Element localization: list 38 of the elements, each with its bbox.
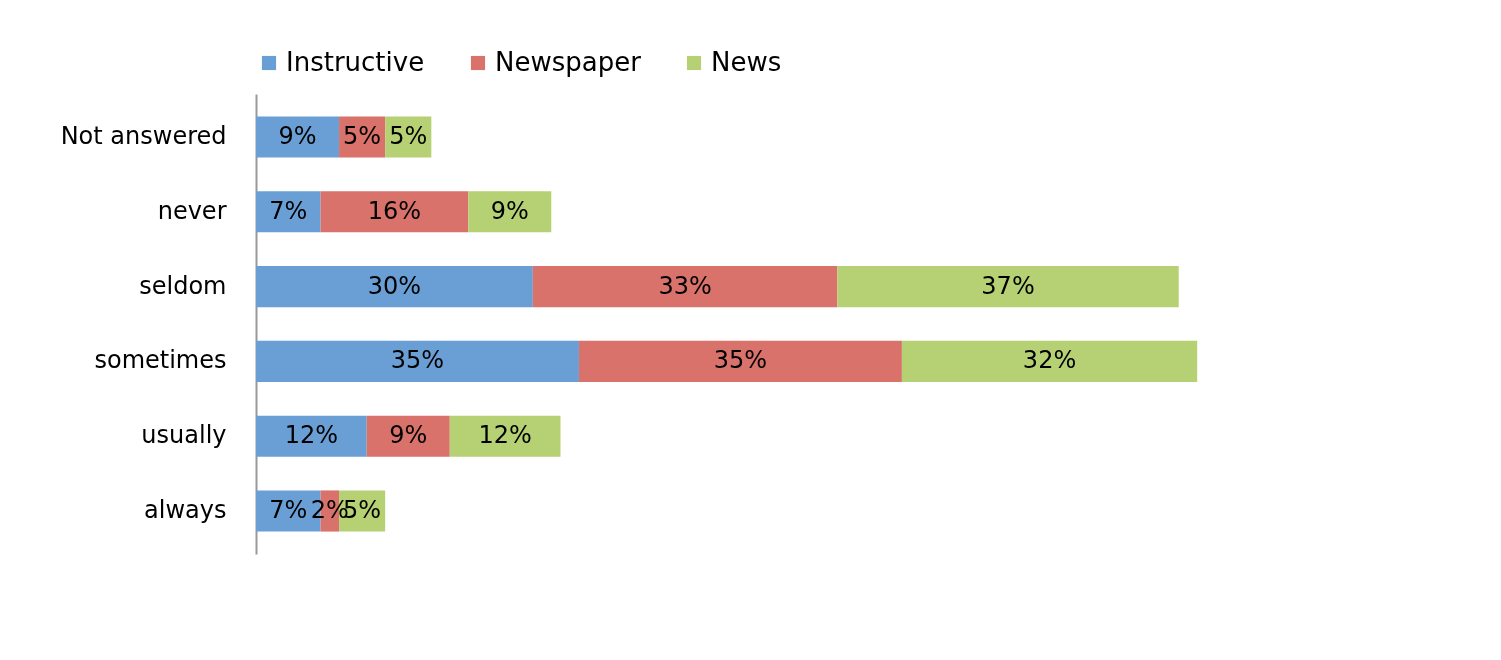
data-label: 12% xyxy=(284,421,339,450)
bar xyxy=(256,116,340,158)
data-label: 37% xyxy=(981,271,1035,300)
bar xyxy=(256,266,533,308)
data-label: 5% xyxy=(389,122,428,151)
data-label: 35% xyxy=(390,346,445,375)
data-label: 9% xyxy=(389,421,428,450)
bar xyxy=(320,191,469,233)
bar xyxy=(256,340,579,382)
bar xyxy=(256,415,367,457)
data-label: 12% xyxy=(478,421,532,450)
bar xyxy=(366,415,450,457)
data-label: 9% xyxy=(278,122,317,151)
legend-label: News xyxy=(711,47,782,77)
data-label: 32% xyxy=(1022,346,1077,375)
bar xyxy=(578,340,902,382)
data-label: 33% xyxy=(658,271,712,300)
legend-label: Newspaper xyxy=(495,47,642,77)
data-label: 16% xyxy=(367,196,422,225)
data-label: 30% xyxy=(367,271,422,300)
bar xyxy=(449,415,561,457)
bar xyxy=(532,266,838,308)
bar xyxy=(256,191,321,233)
legend-label: Instructive xyxy=(286,47,425,77)
data-label: 35% xyxy=(713,346,768,375)
y-tick-label: usually xyxy=(141,421,227,450)
bar xyxy=(468,191,552,233)
bar xyxy=(901,340,1198,382)
data-label: 7% xyxy=(269,495,308,524)
y-tick-label: Not answered xyxy=(60,122,227,151)
data-label: 5% xyxy=(343,122,382,151)
y-tick-label: sometimes xyxy=(94,346,227,375)
y-tick-label: always xyxy=(144,495,227,524)
data-label: 7% xyxy=(269,196,308,225)
data-label: 9% xyxy=(490,196,529,225)
y-tick-label: seldom xyxy=(139,271,227,300)
y-tick-label: never xyxy=(157,196,227,225)
bar xyxy=(837,266,1179,308)
